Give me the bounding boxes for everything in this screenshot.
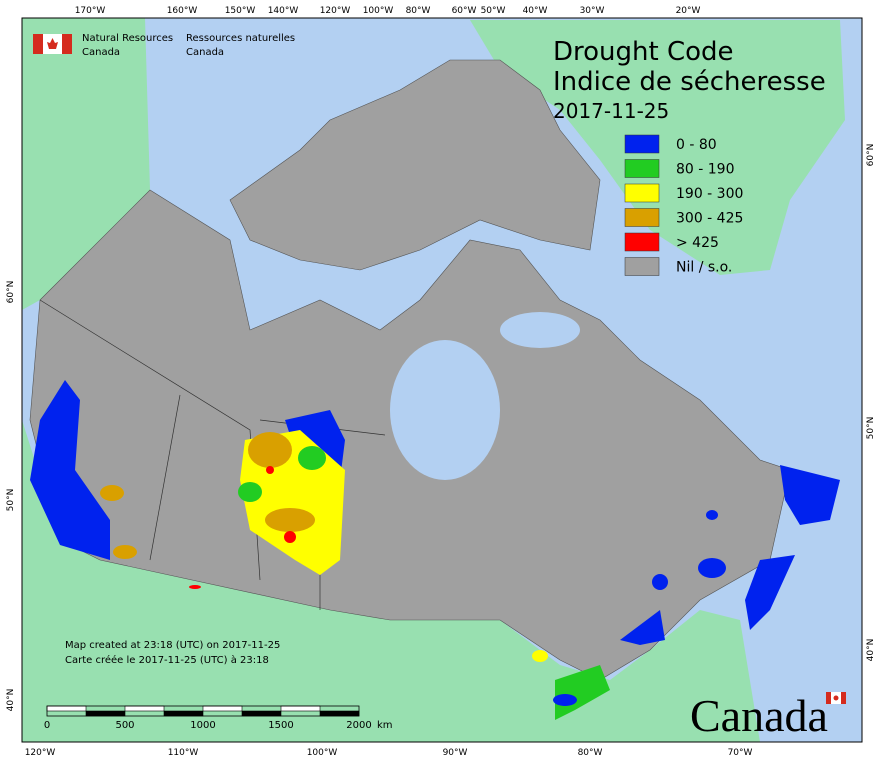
lon-label: 160°W (167, 6, 198, 16)
lat-label: 60°N (6, 281, 16, 304)
legend-label: 80 - 190 (676, 162, 735, 178)
lon-label: 80°W (578, 748, 603, 758)
legend-swatch (624, 183, 660, 203)
agency-en: Canada (82, 47, 120, 58)
wordmark-flag (826, 692, 846, 704)
lat-label: 40°N (6, 689, 16, 712)
lon-label: 90°W (443, 748, 468, 758)
scale-label: 500 (115, 720, 134, 731)
scale-segment (280, 705, 321, 712)
legend-label: > 425 (676, 235, 719, 251)
provincial-borders (39, 299, 386, 610)
graticule-labels: 170°W 160°W 150°W 140°W 120°W 100°W 80°W 60°W 50… (6, 6, 876, 758)
map-title: Indice de sécheresse (553, 67, 826, 97)
scale-segment (85, 710, 126, 717)
usa (22, 420, 760, 742)
legend-swatch (624, 208, 660, 227)
legend: 0 - 80 80 - 190 190 - 300 300 - 425 > 425 Nil… (624, 134, 743, 276)
map-frame (21, 17, 863, 743)
agency-fr: Canada (186, 47, 224, 58)
hudson-bay (390, 340, 500, 480)
scale-label: 1500 (268, 720, 293, 731)
lon-label: 40°W (523, 6, 548, 16)
scale-bar: 0 500 1000 1500 2000 km (44, 705, 393, 731)
arctic-islands (229, 59, 601, 271)
canada-wordmark: Canada (690, 690, 828, 741)
agency-en: Natural Resources (82, 33, 173, 44)
lat-label: 60°N (866, 144, 876, 167)
legend-label: 190 - 300 (676, 186, 743, 202)
lon-label: 120°W (320, 6, 351, 16)
scale-segment (124, 705, 165, 712)
scale-label: 2000 (346, 720, 371, 731)
lon-label: 60°W (452, 6, 477, 16)
lat-label: 50°N (6, 489, 16, 512)
legend-swatch (624, 159, 660, 178)
lon-label: 20°W (676, 6, 701, 16)
lon-label: 30°W (580, 6, 605, 16)
created-note: Carte créée le 2017-11-25 (UTC) à 23:18 (65, 654, 269, 666)
logo-flag (33, 34, 72, 54)
scale-label: 1000 (190, 720, 215, 731)
lon-label: 140°W (268, 6, 299, 16)
lon-label: 80°W (406, 6, 431, 16)
scale-segment (319, 710, 360, 717)
created-note: Map created at 23:18 (UTC) on 2017-11-25 (65, 640, 280, 651)
lat-label: 40°N (866, 639, 876, 662)
lon-label: 100°W (307, 748, 338, 758)
legend-label: Nil / s.o. (676, 260, 732, 276)
lon-label: 110°W (168, 748, 199, 758)
lon-label: 120°W (25, 748, 56, 758)
legend-label: 0 - 80 (676, 137, 717, 153)
lon-label: 150°W (225, 6, 256, 16)
drought-patches (30, 380, 840, 720)
scale-segment (163, 710, 204, 717)
legend-label: 300 - 425 (676, 211, 743, 227)
agency-fr: Ressources naturelles (186, 33, 295, 44)
scale-segment (202, 705, 243, 712)
lon-label: 170°W (75, 6, 106, 16)
map-title: Drought Code (553, 37, 734, 67)
lon-label: 50°W (481, 6, 506, 16)
scale-label: 0 (44, 720, 50, 731)
lon-label: 100°W (363, 6, 394, 16)
lon-label: 70°W (728, 748, 753, 758)
foxe-basin (500, 312, 580, 348)
legend-swatch (624, 134, 660, 154)
map-date: 2017-11-25 (553, 99, 669, 123)
alaska (22, 18, 150, 310)
legend-swatch (624, 232, 660, 252)
scale-segment (241, 710, 282, 717)
legend-swatch (624, 257, 660, 276)
scale-segment (46, 705, 87, 712)
scale-outline (46, 705, 360, 717)
scale-unit: km (377, 720, 393, 731)
lat-label: 50°N (866, 417, 876, 440)
